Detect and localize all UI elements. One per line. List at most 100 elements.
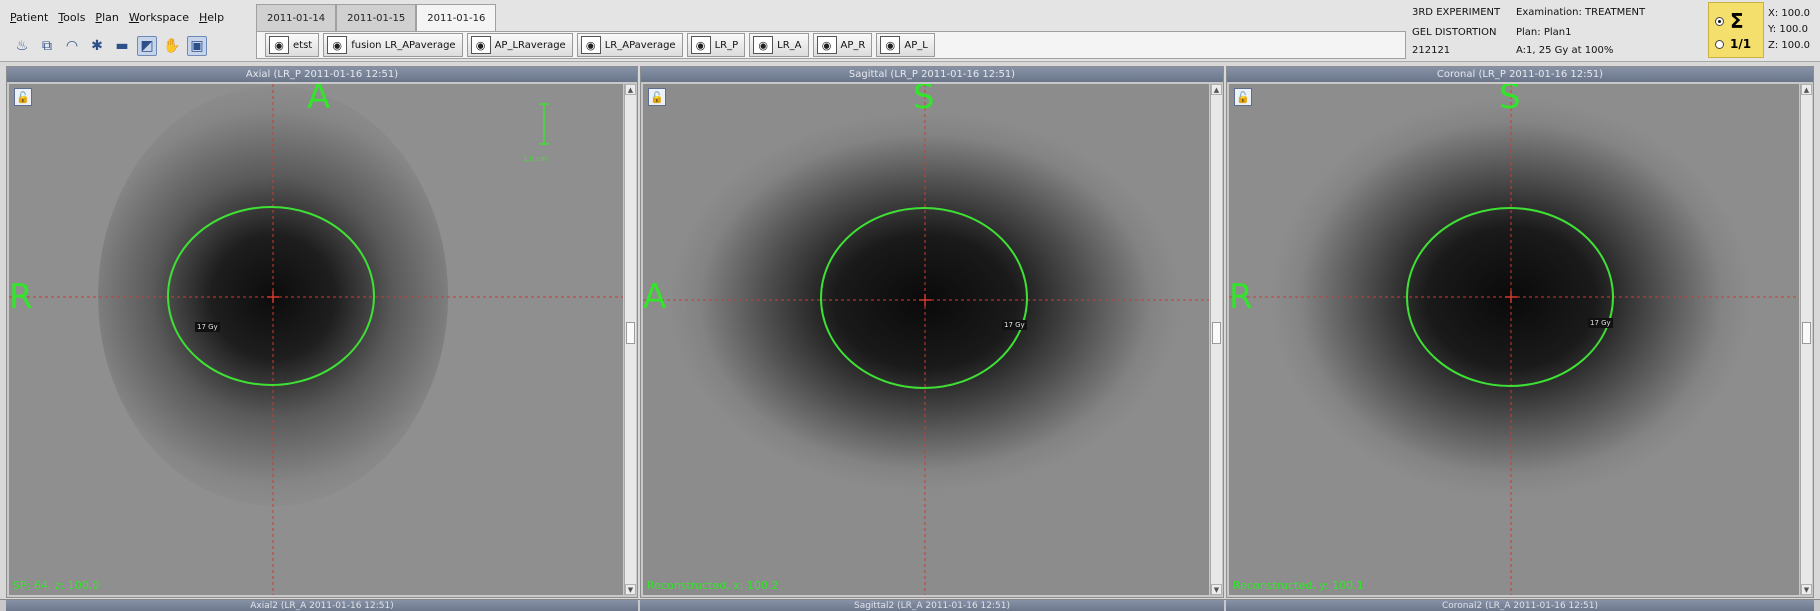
screen-icon[interactable]: ▣ (187, 36, 207, 56)
hand-icon[interactable]: ✋ (163, 38, 181, 54)
menu-patient[interactable]: Patient (10, 11, 49, 24)
dose-set-label: AP_L (904, 39, 928, 51)
dose-mode-selector: Σ 1/1 (1708, 2, 1764, 58)
isodose-label: 17 Gy (1002, 320, 1027, 330)
sagittal-view-panel: Sagittal (LR_P 2011-01-16 12:51) (640, 66, 1224, 598)
dose-set-button[interactable]: ◉ AP_R (812, 33, 873, 57)
lower-panel-strip: Axial2 (LR_A 2011-01-16 12:51) Sagittal2… (0, 599, 1820, 611)
scroll-down-icon[interactable]: ▼ (625, 584, 636, 595)
scroll-thumb[interactable] (1802, 322, 1811, 344)
coronal2-view-title: Coronal2 (LR_A 2011-01-16 12:51) (1226, 600, 1814, 611)
orientation-left: R (9, 277, 33, 317)
sagittal-view-title: Sagittal (LR_P 2011-01-16 12:51) (641, 67, 1223, 82)
fraction-option[interactable]: 1/1 (1715, 37, 1751, 51)
sum-label: Σ (1730, 9, 1744, 33)
eye-icon: ◉ (880, 36, 901, 54)
coord-y: Y: 100.0 (1768, 24, 1808, 35)
menu-plan[interactable]: Plan (95, 11, 119, 24)
isodose-line[interactable] (820, 207, 1028, 389)
patient-info: 3RD EXPERIMENT GEL DISTORTION 212121 Exa… (1410, 2, 1680, 60)
eye-icon: ◉ (327, 36, 348, 54)
patient-id: 212121 (1412, 45, 1451, 56)
dose-set-button[interactable]: ◉ fusion LR_APaverage (323, 33, 463, 57)
date-tabs: 2011-01-14 2011-01-15 2011-01-16 (256, 4, 497, 31)
scroll-up-icon[interactable]: ▲ (1211, 84, 1222, 95)
sagittal-viewport[interactable]: 17 Gy S A 🔓 Reconstructed, x: 100.2 (643, 84, 1209, 595)
scale-bar (539, 103, 549, 145)
tool-icons: ♨ ⧉ ◠ ✱ ▬ ◩ ✋ ▣ (12, 36, 207, 56)
tab-2011-01-15[interactable]: 2011-01-15 (336, 4, 417, 31)
scroll-up-icon[interactable]: ▲ (625, 84, 636, 95)
fraction-label: 1/1 (1730, 37, 1752, 51)
dose-set-label: LR_P (714, 39, 739, 51)
snowflake-icon[interactable]: ✱ (91, 38, 103, 54)
menu-tools[interactable]: Tools (58, 11, 86, 24)
sagittal2-view-title: Sagittal2 (LR_A 2011-01-16 12:51) (640, 600, 1224, 611)
dose-set-label: AP_LRaverage (494, 39, 566, 51)
scroll-thumb[interactable] (626, 322, 635, 344)
tab-2011-01-14[interactable]: 2011-01-14 (256, 4, 337, 31)
tab-2011-01-16[interactable]: 2011-01-16 (416, 4, 497, 31)
dose-set-button[interactable]: ◉ LR_APaverage (576, 33, 683, 57)
wifi-icon[interactable]: ◠ (65, 38, 79, 54)
sum-radio[interactable] (1715, 16, 1724, 26)
isodose-line[interactable] (167, 206, 375, 386)
scroll-up-icon[interactable]: ▲ (1801, 84, 1812, 95)
scroll-down-icon[interactable]: ▼ (1211, 584, 1222, 595)
menu-bar: Patient Tools Plan Workspace Help (10, 11, 224, 24)
eye-icon: ◉ (753, 36, 774, 54)
isodose-label: 17 Gy (195, 322, 220, 332)
orientation-top: S (1499, 84, 1521, 117)
lock-icon[interactable]: 🔓 (648, 88, 666, 106)
scroll-thumb[interactable] (1212, 322, 1221, 344)
sum-option[interactable]: Σ (1715, 9, 1744, 33)
lock-icon[interactable]: 🔓 (1234, 88, 1252, 106)
sagittal-status: Reconstructed, x: 100.2 (647, 579, 779, 592)
eye-icon: ◉ (816, 36, 837, 54)
lock-icon[interactable]: 🔓 (14, 88, 32, 106)
coronal-scrollbar[interactable]: ▲ ▼ (1800, 84, 1812, 595)
dose-set-label: AP_R (840, 39, 866, 51)
menu-workspace[interactable]: Workspace (128, 11, 189, 24)
plan-label: Plan: Plan1 (1516, 27, 1572, 38)
axial2-view-title: Axial2 (LR_A 2011-01-16 12:51) (6, 600, 638, 611)
isodose-line[interactable] (1406, 207, 1614, 387)
menu-help[interactable]: Help (198, 11, 225, 24)
dose-set-bar: ◉ etst ◉ fusion LR_APaverage ◉ AP_LRaverage… (256, 31, 1406, 59)
dose-set-button[interactable]: ◉ AP_LRaverage (466, 33, 573, 57)
beam-icon[interactable]: ♨ (15, 38, 29, 54)
cursor-coordinates: X: 100.0 Y: 100.0 Z: 100.0 (1768, 6, 1810, 54)
orientation-left: R (1229, 277, 1253, 317)
patient-subtitle: GEL DISTORTION (1412, 27, 1497, 38)
window-icon[interactable]: ▬ (115, 38, 129, 54)
copy-windows-icon[interactable]: ⧉ (42, 38, 52, 54)
axial-status: SP: 64, z: 100.0 (13, 579, 100, 592)
coronal-status: Reconstructed, y: 100.1 (1233, 579, 1364, 592)
fraction-radio[interactable] (1715, 39, 1724, 49)
coronal-image (1229, 84, 1799, 595)
dose-set-label: LR_A (777, 39, 802, 51)
axial-viewport[interactable]: 1.0 cm 17 Gy A R 🔓 SP: 64, z: 100.0 (9, 84, 623, 595)
isodose-label: 17 Gy (1588, 318, 1613, 328)
scale-bar-label: 1.0 cm (523, 155, 548, 163)
axial-view-title: Axial (LR_P 2011-01-16 12:51) (7, 67, 637, 82)
orientation-left: A (643, 277, 667, 317)
structure-icon[interactable]: ◩ (137, 36, 157, 56)
orientation-top: S (913, 84, 935, 117)
dose-set-button[interactable]: ◉ etst (265, 33, 320, 57)
coord-x: X: 100.0 (1768, 8, 1811, 19)
sagittal-scrollbar[interactable]: ▲ ▼ (1210, 84, 1222, 595)
scroll-down-icon[interactable]: ▼ (1801, 584, 1812, 595)
sagittal-image (643, 84, 1209, 595)
coronal-viewport[interactable]: 17 Gy S R 🔓 Reconstructed, y: 100.1 (1229, 84, 1799, 595)
axial-scrollbar[interactable]: ▲ ▼ (624, 84, 636, 595)
dose-set-button[interactable]: ◉ LR_P (686, 33, 746, 57)
top-toolbar: Patient Tools Plan Workspace Help ♨ ⧉ ◠ … (0, 0, 1820, 62)
dose-set-button[interactable]: ◉ LR_A (749, 33, 809, 57)
coronal-view-panel: Coronal (LR_P 2011-01-16 12:51) (1226, 66, 1814, 598)
dose-set-button[interactable]: ◉ AP_L (876, 33, 935, 57)
axial-image (9, 84, 623, 595)
dose-set-label: LR_APaverage (604, 39, 676, 51)
coord-z: Z: 100.0 (1768, 40, 1811, 51)
